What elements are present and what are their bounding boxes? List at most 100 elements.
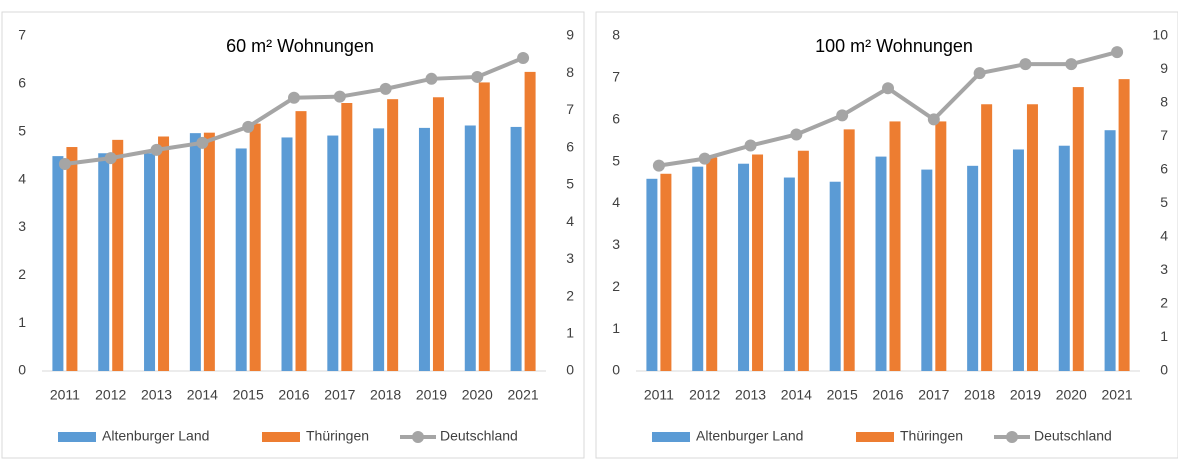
bar (524, 71, 536, 372)
legend-swatch (856, 432, 894, 442)
x-tick-label: 2018 (964, 387, 995, 403)
bar (921, 169, 933, 371)
bar (341, 103, 353, 371)
x-tick-label: 2019 (1010, 387, 1041, 403)
point (104, 152, 117, 165)
panel (1, 11, 585, 459)
point (790, 128, 803, 141)
point (1065, 58, 1078, 71)
y-tick-label: 2 (18, 266, 26, 282)
bar (1118, 79, 1130, 371)
bar (432, 97, 444, 371)
point (882, 82, 894, 95)
y-tick-label: 7 (612, 69, 620, 85)
point (698, 152, 711, 165)
x-tick-label: 2018 (370, 387, 401, 403)
x-tick-label: 2021 (1102, 387, 1133, 403)
x-tick-label: 2013 (141, 387, 172, 403)
legend-swatch (262, 432, 300, 442)
chart-title: 100 m² Wohnungen (815, 36, 973, 56)
x-tick-label: 2014 (781, 387, 812, 403)
x-tick-label: 2016 (278, 387, 309, 403)
y2-tick-label: 1 (1160, 328, 1168, 344)
y-tick-label: 0 (612, 362, 620, 378)
line (64, 56, 524, 167)
x-tick-label: 2016 (872, 387, 903, 403)
line (658, 50, 1118, 168)
point (425, 72, 438, 85)
y-tick-label: 7 (18, 27, 26, 43)
y2-tick-label: 4 (1160, 228, 1168, 244)
y2-tick-label: 9 (566, 27, 574, 43)
bar (738, 163, 750, 371)
bar (1012, 149, 1024, 371)
y-tick-label: 5 (612, 152, 620, 168)
y2-tick-label: 0 (566, 362, 574, 378)
point (150, 143, 163, 156)
bar (981, 104, 993, 371)
bar (843, 129, 855, 371)
legend-label: Thüringen (900, 428, 963, 444)
bar (889, 121, 901, 371)
y-tick-label: 8 (612, 27, 620, 43)
x-tick-label: 2015 (827, 387, 858, 403)
y-tick-label: 3 (18, 218, 26, 234)
point (652, 159, 665, 172)
y2-tick-label: 3 (566, 250, 574, 266)
y2-tick-label: 2 (1160, 295, 1168, 311)
bar (875, 156, 887, 371)
point (196, 136, 209, 149)
legend-label: Thüringen (306, 428, 369, 444)
y2-tick-label: 3 (1160, 261, 1168, 277)
point (58, 158, 71, 171)
x-tick-label: 2011 (644, 387, 674, 403)
bar (692, 166, 704, 371)
point (836, 109, 849, 122)
x-tick-label: 2012 (95, 387, 126, 403)
y2-tick-label: 5 (1160, 194, 1168, 210)
bar (418, 127, 430, 371)
y2-tick-label: 6 (566, 138, 574, 154)
x-tick-label: 2012 (689, 387, 720, 403)
y2-tick-label: 4 (566, 213, 574, 229)
y-tick-label: 0 (18, 362, 26, 378)
point (288, 91, 300, 104)
bar (98, 153, 110, 371)
bar (660, 173, 672, 371)
point (744, 139, 757, 152)
bar (327, 135, 339, 371)
y-tick-label: 6 (612, 110, 620, 126)
bar (510, 126, 522, 371)
y-tick-label: 2 (612, 278, 620, 294)
x-tick-label: 2021 (508, 387, 539, 403)
x-tick-label: 2015 (233, 387, 264, 403)
point (1019, 58, 1032, 71)
x-tick-label: 2014 (187, 387, 218, 403)
y2-tick-label: 7 (566, 101, 574, 117)
y2-tick-label: 2 (566, 287, 574, 303)
point (333, 90, 346, 103)
bar (112, 139, 124, 371)
x-tick-label: 2017 (324, 387, 355, 403)
legend-swatch (58, 432, 96, 442)
legend-swatch (412, 431, 424, 443)
bar (203, 132, 215, 371)
y-tick-label: 6 (18, 75, 26, 91)
point (1111, 46, 1124, 59)
y2-tick-label: 7 (1160, 127, 1168, 143)
bar (281, 137, 293, 371)
y-tick-label: 5 (18, 122, 26, 138)
bar (797, 150, 809, 371)
bar (464, 125, 476, 371)
bar (967, 165, 979, 371)
bar (478, 82, 490, 372)
bar (646, 178, 658, 371)
panel (595, 11, 1178, 459)
x-tick-label: 2020 (1056, 387, 1087, 403)
point (927, 113, 940, 126)
y2-tick-label: 1 (566, 324, 574, 340)
bar (235, 148, 247, 371)
legend-swatch (652, 432, 690, 442)
bar (829, 181, 841, 371)
